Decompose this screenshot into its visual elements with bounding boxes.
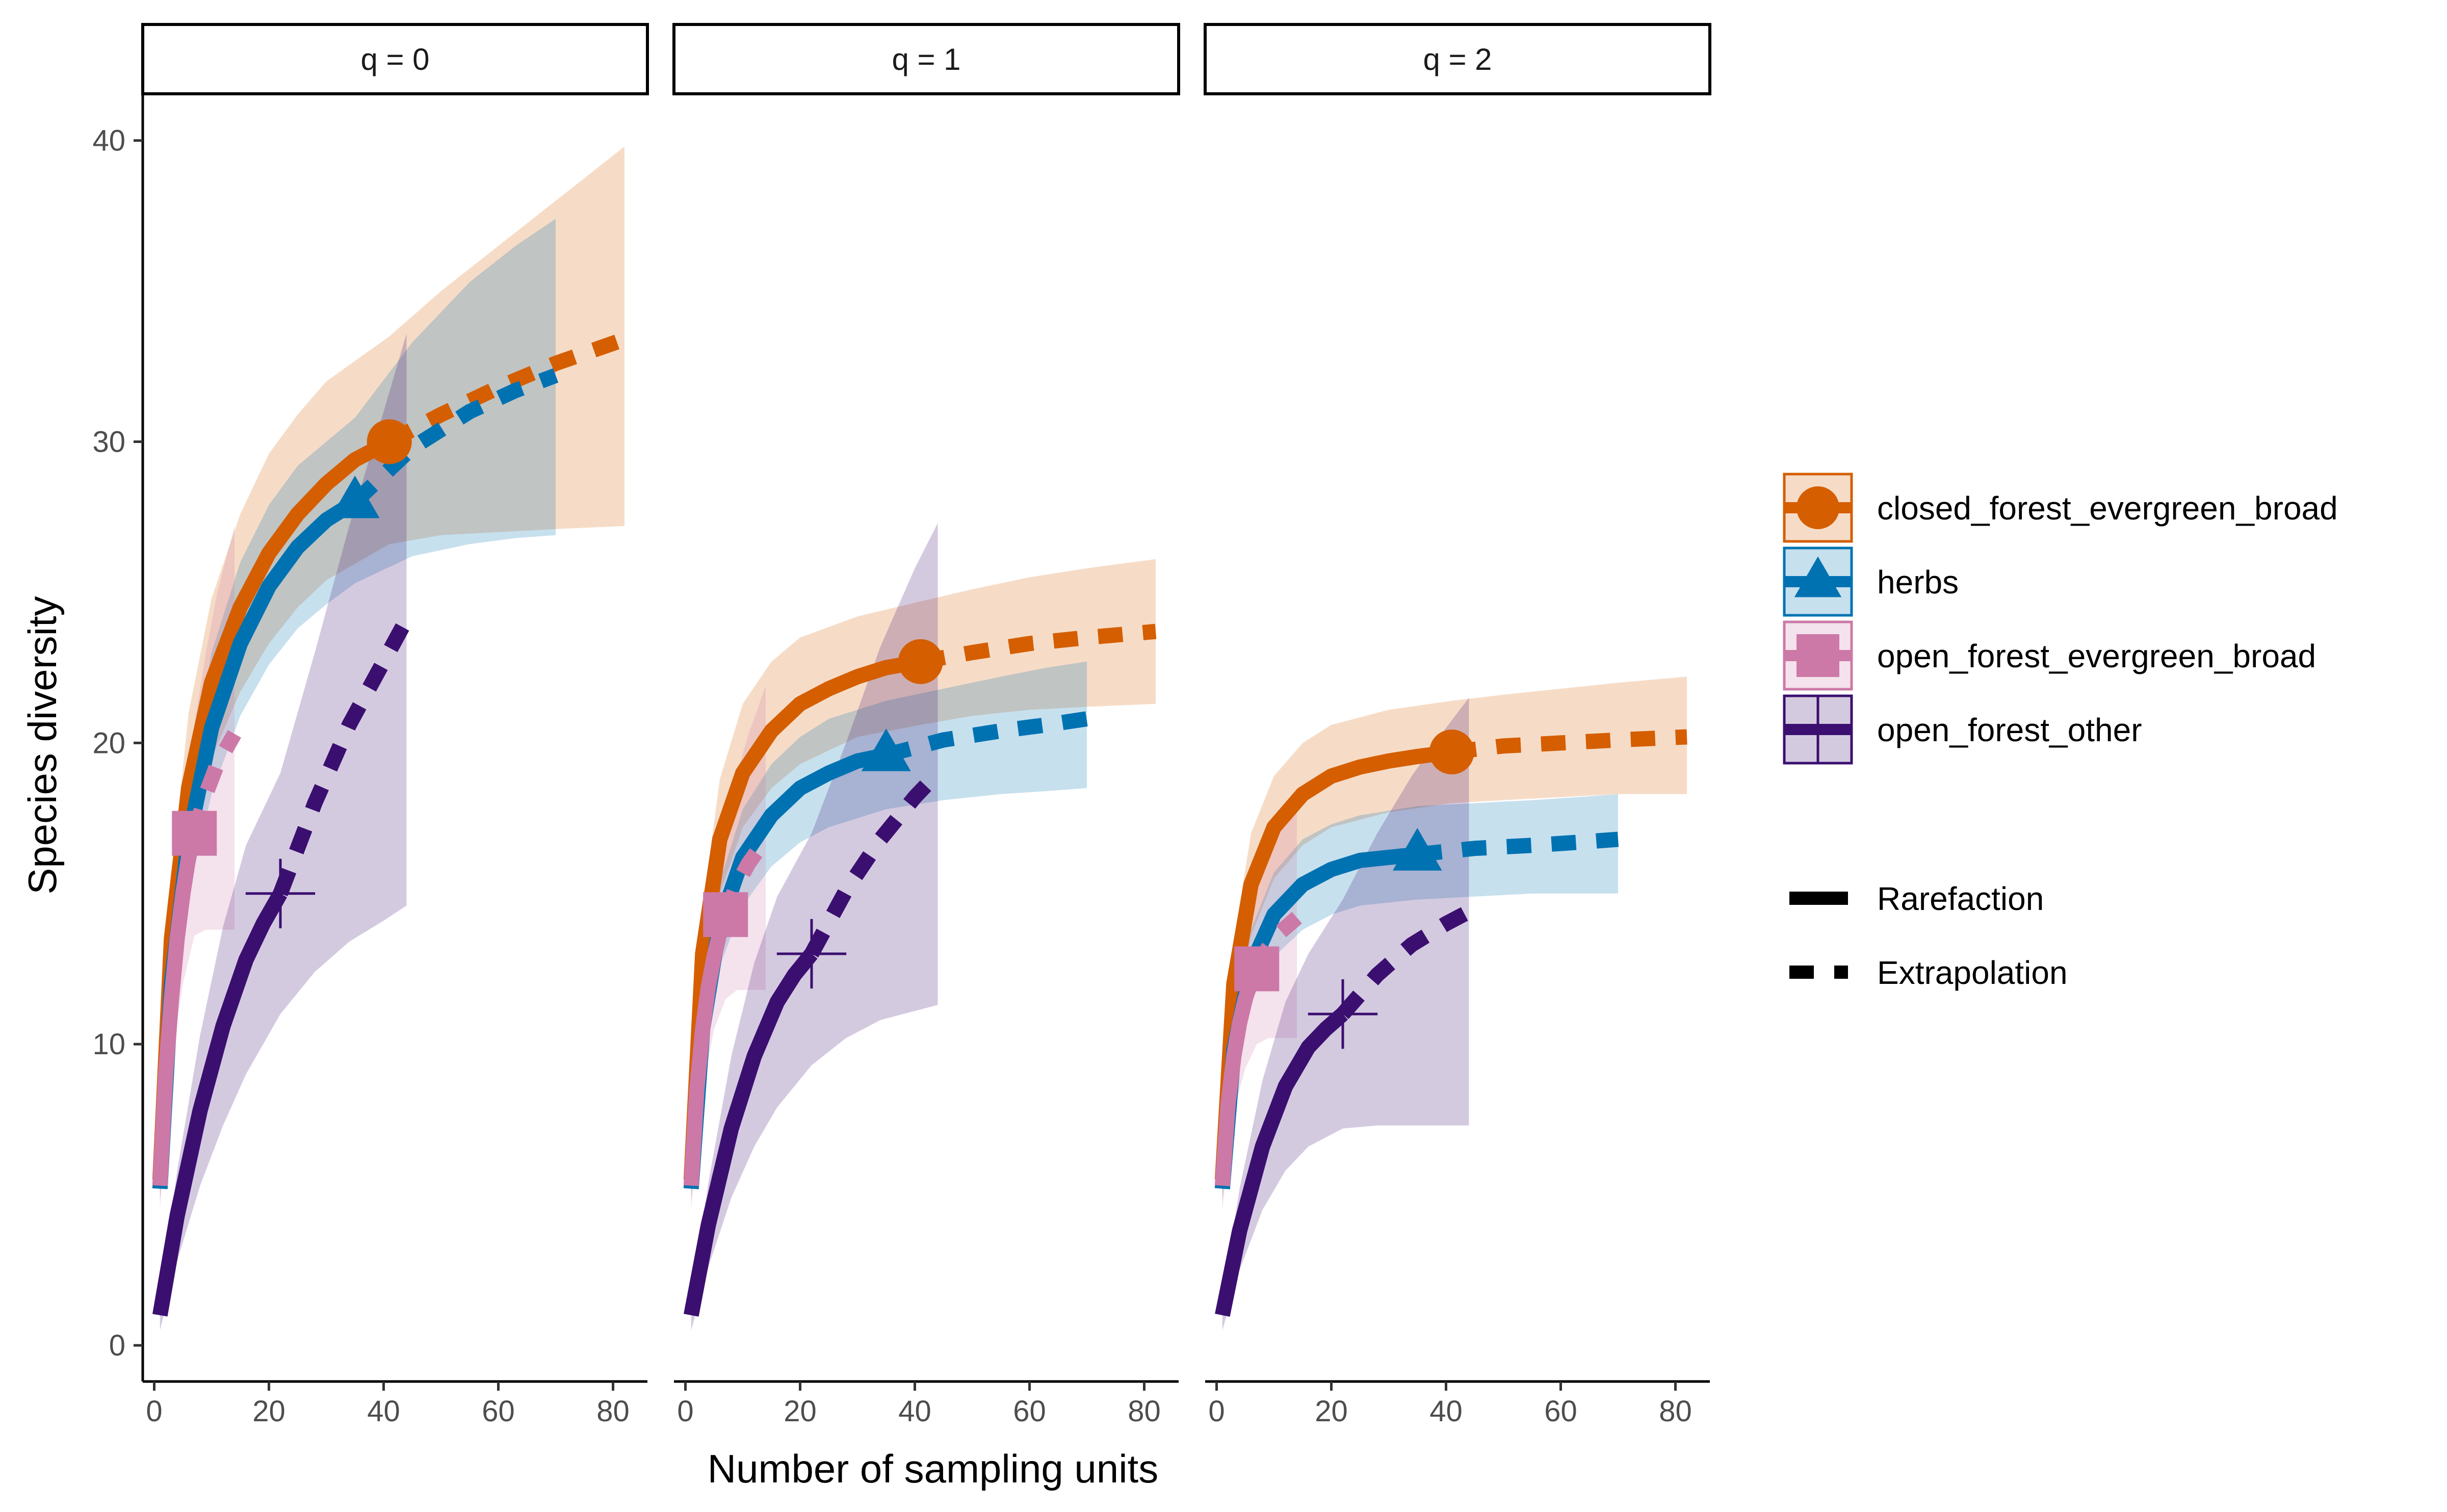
legend-key-open-forest-other bbox=[1783, 694, 1853, 765]
facet-1: q = 0 0 20 40 60 80 0 10 20 30 40 bbox=[92, 23, 649, 1428]
facet-1-x-tick-label-0: 0 bbox=[146, 1395, 162, 1428]
x-axis-title: Number of sampling units bbox=[708, 1446, 1158, 1491]
facet-2-ci-open-forest-evergreen-broad bbox=[691, 686, 766, 1210]
facet-2-strip-label: q = 1 bbox=[892, 42, 960, 76]
facet-3-x-tick-label-40: 40 bbox=[1429, 1395, 1463, 1428]
facet-1-x-tick-label-40: 40 bbox=[367, 1395, 400, 1428]
facet-2-x-tick-label-40: 40 bbox=[898, 1395, 931, 1428]
facet-2-x-tick-label-20: 20 bbox=[784, 1395, 817, 1428]
facet-3-x-tick-label-0: 0 bbox=[1208, 1395, 1225, 1428]
facet-3-x-tick-label-80: 80 bbox=[1659, 1395, 1692, 1428]
legend-label-open-forest-other: open_forest_other bbox=[1877, 712, 2142, 748]
facet-3-extrapolation-open-forest-other bbox=[1337, 904, 1473, 1020]
facet-2-extrapolation-open-forest-other bbox=[804, 768, 944, 958]
facet-1-ci-herbs bbox=[160, 219, 556, 1201]
facet-2-ci-open-forest-other bbox=[691, 523, 938, 1331]
facet-2-ci-closed-forest-evergreen-broad bbox=[691, 559, 1156, 1201]
facet-1-x-tick-label-60: 60 bbox=[482, 1395, 515, 1428]
facet-3-strip bbox=[1204, 23, 1711, 95]
facet-1-x-tick-label-80: 80 bbox=[596, 1395, 630, 1428]
facet-3-ci-open-forest-evergreen-broad bbox=[1222, 794, 1297, 1210]
facet-1-observed-herbs bbox=[330, 475, 380, 518]
facet-3-observed-herbs bbox=[1392, 828, 1442, 871]
facet-1-x-tick-label-20: 20 bbox=[252, 1395, 285, 1428]
y-tick-label-10: 10 bbox=[92, 1028, 125, 1061]
facet-2-x-tick-label-0: 0 bbox=[677, 1395, 693, 1428]
facet-1-strip-label: q = 0 bbox=[360, 42, 429, 76]
facet-1-observed-open-forest-other bbox=[245, 858, 316, 928]
legend-key-herbs bbox=[1783, 546, 1853, 617]
facet-3-ci-herbs bbox=[1222, 794, 1618, 1201]
y-tick-label-40: 40 bbox=[92, 124, 125, 158]
facet-2-observed-closed-forest-evergreen-broad bbox=[898, 639, 943, 684]
facet-2-rarefaction-open-forest-other bbox=[684, 949, 818, 1317]
facet-3-rarefaction-closed-forest-evergreen-broad bbox=[1214, 744, 1453, 1180]
facet-2: q = 1 0 20 40 60 80 bbox=[672, 23, 1180, 1428]
legend-linetype-label-rarefaction: Rarefaction bbox=[1877, 880, 2044, 917]
facet-3-observed-closed-forest-evergreen-broad bbox=[1429, 729, 1474, 775]
facet-2-extrapolation-closed-forest-evergreen-broad bbox=[919, 623, 1157, 669]
facet-2-observed-open-forest-evergreen-broad bbox=[703, 892, 748, 937]
y-tick-label-30: 30 bbox=[92, 425, 125, 458]
facet-1-strip bbox=[141, 23, 649, 95]
facet-1-observed-open-forest-evergreen-broad bbox=[172, 811, 217, 856]
facet-3-x-tick-label-60: 60 bbox=[1544, 1395, 1577, 1428]
facet-3-x-tick-label-20: 20 bbox=[1315, 1395, 1348, 1428]
legend-key-open-forest-evergreen-broad bbox=[1783, 620, 1853, 691]
legend-key-closed-forest-evergreen-broad bbox=[1783, 473, 1853, 543]
legend-label-closed-forest-evergreen-broad: closed_forest_evergreen_broad bbox=[1877, 490, 2338, 527]
legend-key-marker-open-forest-other bbox=[1784, 696, 1852, 763]
facet-1-ci-open-forest-other bbox=[160, 333, 407, 1331]
facet-2-x-tick-label-60: 60 bbox=[1013, 1395, 1046, 1428]
y-axis-title: Species diversity bbox=[20, 596, 65, 894]
facet-2-x-tick-label-80: 80 bbox=[1128, 1395, 1161, 1428]
y-tick-label-20: 20 bbox=[92, 726, 125, 760]
facet-1-rarefaction-open-forest-other bbox=[152, 890, 288, 1317]
facet-1-observed-closed-forest-evergreen-broad bbox=[367, 419, 412, 464]
facet-3-rarefaction-open-forest-other bbox=[1215, 1008, 1348, 1317]
y-tick-label-0: 0 bbox=[109, 1329, 125, 1362]
legend-label-herbs: herbs bbox=[1877, 564, 1959, 601]
facet-3-extrapolation-closed-forest-evergreen-broad bbox=[1451, 729, 1687, 760]
legend-label-open-forest-evergreen-broad: open_forest_evergreen_broad bbox=[1877, 638, 2316, 674]
facet-1-rarefaction-open-forest-evergreen-broad bbox=[152, 831, 202, 1186]
facet-2-strip bbox=[672, 23, 1180, 95]
facet-2-observed-herbs bbox=[861, 728, 911, 771]
facet-3-observed-open-forest-evergreen-broad bbox=[1234, 946, 1280, 992]
facet-2-observed-open-forest-other bbox=[776, 919, 847, 989]
facet-3-ci-closed-forest-evergreen-broad bbox=[1222, 676, 1687, 1201]
facet-3-strip-label: q = 2 bbox=[1423, 42, 1492, 76]
legend-key-marker-closed-forest-evergreen-broad bbox=[1797, 486, 1839, 529]
facet-3: q = 2 0 20 40 60 80 bbox=[1204, 23, 1711, 1428]
legend-linetype-label-extrapolation: Extrapolation bbox=[1877, 954, 2068, 991]
facet-1-ci-closed-forest-evergreen-broad bbox=[160, 146, 624, 1201]
legend-key-marker-open-forest-evergreen-broad bbox=[1797, 634, 1839, 677]
facet-1-extrapolation-herbs bbox=[349, 368, 559, 508]
facet-3-observed-open-forest-other bbox=[1308, 979, 1378, 1049]
facet-1-extrapolation-open-forest-other bbox=[273, 615, 413, 897]
legend-key-marker-herbs bbox=[1794, 556, 1842, 597]
